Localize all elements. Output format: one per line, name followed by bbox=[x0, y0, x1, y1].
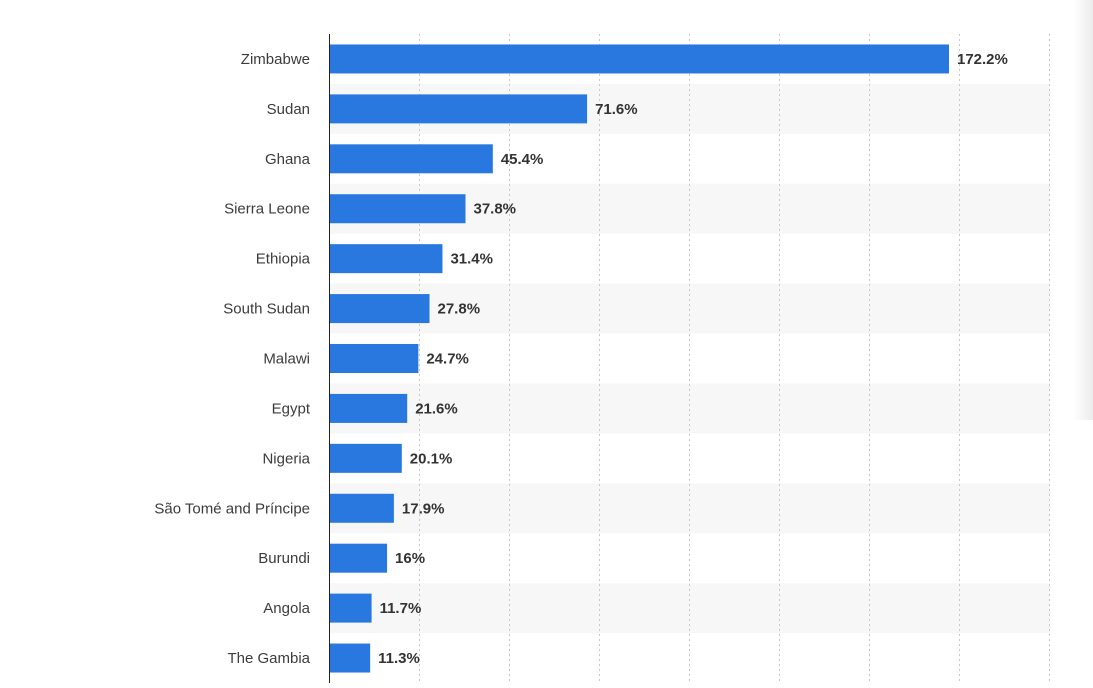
data-label: 21.6% bbox=[415, 400, 458, 417]
data-label: 31.4% bbox=[450, 251, 493, 268]
bar[interactable] bbox=[329, 593, 372, 623]
data-label: 17.9% bbox=[402, 500, 445, 517]
bar[interactable] bbox=[329, 94, 588, 124]
bar[interactable] bbox=[329, 443, 402, 473]
bars bbox=[329, 44, 949, 673]
bar[interactable] bbox=[329, 144, 493, 174]
data-label: 24.7% bbox=[426, 351, 469, 368]
data-label: 16% bbox=[395, 550, 425, 567]
data-label: 37.8% bbox=[473, 201, 516, 218]
value-labels: 172.2% 71.6% 45.4% 37.8% 31.4% 27.8% 24.7% 21.6… bbox=[378, 51, 1008, 667]
bar[interactable] bbox=[329, 643, 371, 673]
category-labels: Zimbabwe Sudan Ghana Sierra Leone Ethiopia So… bbox=[154, 51, 310, 667]
category-tick-label: Angola bbox=[263, 600, 310, 617]
data-label: 20.1% bbox=[410, 450, 453, 467]
bar[interactable] bbox=[329, 344, 419, 373]
category-tick-label: São Tomé and Príncipe bbox=[154, 500, 310, 517]
data-label: 71.6% bbox=[595, 101, 638, 118]
category-tick-label: Egypt bbox=[272, 400, 311, 417]
bar[interactable] bbox=[329, 543, 388, 573]
data-label: 172.2% bbox=[957, 51, 1008, 68]
bar[interactable] bbox=[329, 393, 408, 423]
category-tick-label: South Sudan bbox=[223, 301, 310, 318]
bar[interactable] bbox=[329, 493, 394, 523]
gridlines bbox=[419, 34, 1050, 683]
data-label: 11.3% bbox=[378, 650, 420, 667]
data-label: 27.8% bbox=[438, 301, 481, 318]
category-tick-label: Ethiopia bbox=[256, 251, 311, 268]
bar[interactable] bbox=[329, 294, 430, 324]
category-tick-label: Sierra Leone bbox=[224, 201, 310, 218]
category-tick-label: Sudan bbox=[267, 101, 310, 118]
data-label: 11.7% bbox=[380, 600, 422, 617]
category-tick-label: Ghana bbox=[265, 151, 311, 168]
bar[interactable] bbox=[329, 244, 443, 274]
scroll-shadow bbox=[1073, 0, 1093, 420]
bar[interactable] bbox=[329, 44, 949, 74]
category-tick-label: Malawi bbox=[263, 351, 310, 368]
category-tick-label: Nigeria bbox=[262, 450, 310, 467]
data-label: 45.4% bbox=[501, 151, 544, 168]
bar[interactable] bbox=[329, 194, 466, 224]
category-tick-label: Zimbabwe bbox=[241, 51, 310, 68]
category-tick-label: The Gambia bbox=[227, 650, 310, 667]
category-tick-label: Burundi bbox=[258, 550, 310, 567]
